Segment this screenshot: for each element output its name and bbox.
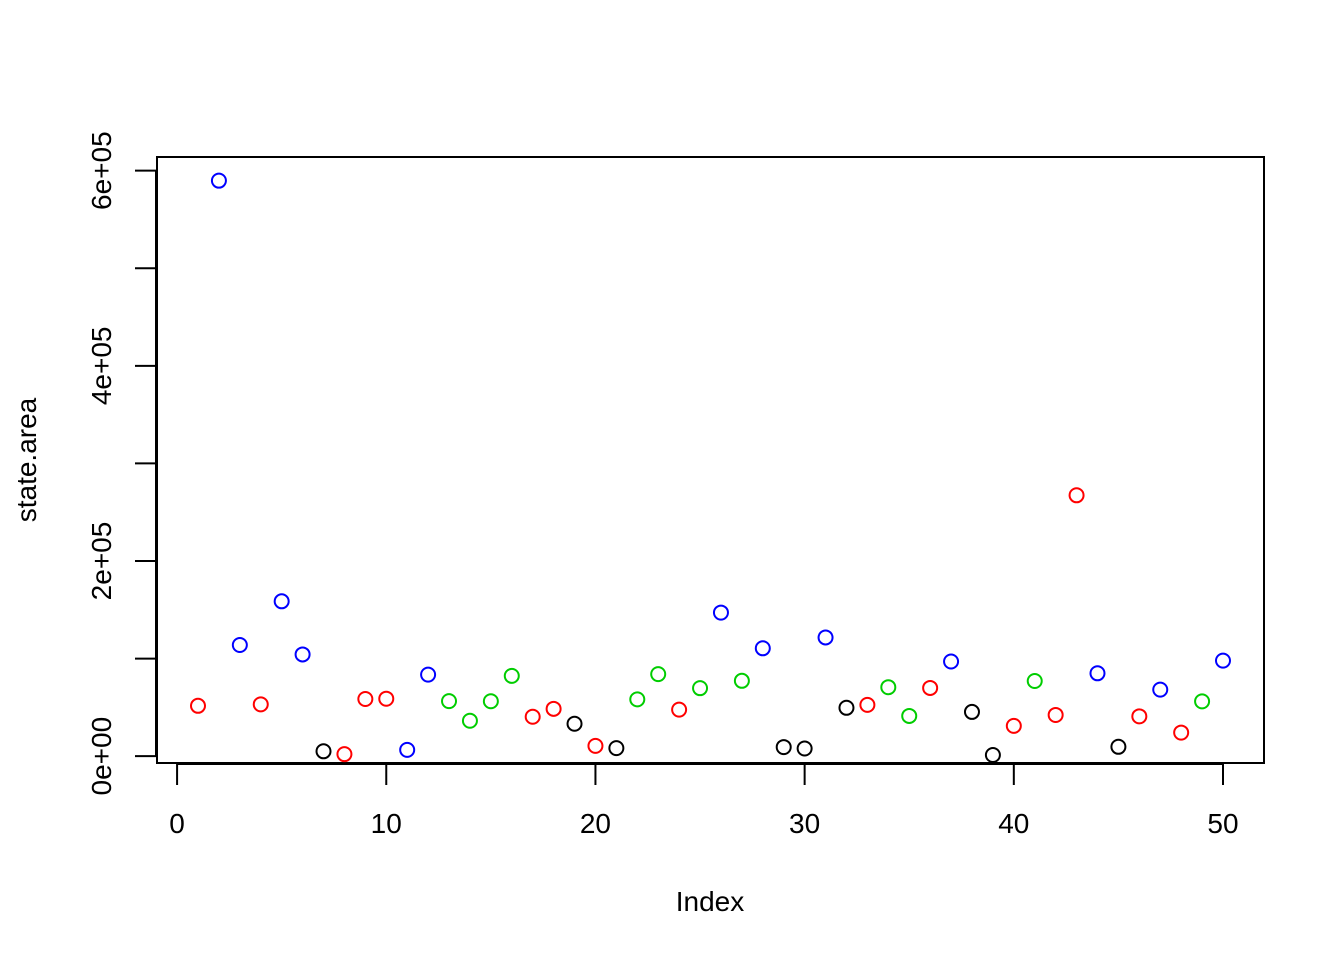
- x-tick-label: 40: [998, 808, 1029, 839]
- data-point: [943, 653, 960, 670]
- data-point: [190, 697, 206, 714]
- data-point: [922, 679, 939, 696]
- data-point: [482, 693, 499, 710]
- data-point: [901, 707, 918, 724]
- x-axis-label: Index: [676, 886, 745, 917]
- data-point: [503, 667, 520, 684]
- data-point: [733, 672, 750, 689]
- data-point: [420, 666, 437, 683]
- data-point: [650, 666, 667, 683]
- data-point: [671, 701, 688, 718]
- data-point: [461, 712, 478, 729]
- data-point: [587, 737, 604, 754]
- data-point: [399, 741, 416, 758]
- data-point: [441, 693, 458, 710]
- data-point: [336, 746, 353, 763]
- data-point: [796, 740, 813, 757]
- data-point: [294, 646, 311, 663]
- data-point: [838, 699, 855, 716]
- data-point: [608, 740, 625, 757]
- data-point: [315, 743, 332, 760]
- y-tick-label: 0e+00: [86, 717, 117, 796]
- data-point: [357, 691, 374, 708]
- y-tick-label: 2e+05: [86, 522, 117, 601]
- y-tick-label: 4e+05: [86, 327, 117, 406]
- data-point: [880, 679, 897, 696]
- data-point: [754, 640, 771, 657]
- data-point: [1152, 681, 1169, 698]
- data-point: [1215, 652, 1231, 669]
- data-point: [1068, 487, 1085, 504]
- data-point: [817, 629, 834, 646]
- data-point: [1131, 708, 1148, 725]
- x-axis: 0 10 20 30 40 50: [169, 763, 1239, 839]
- data-point: [963, 703, 980, 720]
- y-tick-label: 6e+05: [86, 131, 117, 210]
- x-tick-label: 30: [789, 808, 820, 839]
- data-point: [1110, 738, 1127, 755]
- data-point: [524, 708, 541, 725]
- y-axis: 0e+00 2e+05 4e+05 6e+05: [86, 131, 157, 795]
- plot-frame: [156, 156, 1265, 764]
- data-points: [190, 172, 1231, 763]
- x-tick-label: 20: [580, 808, 611, 839]
- data-point: [1047, 706, 1064, 723]
- data-point: [252, 696, 269, 713]
- data-point: [712, 604, 729, 621]
- data-point: [273, 593, 290, 610]
- data-point: [1026, 672, 1043, 689]
- data-point: [984, 746, 1001, 763]
- data-point: [1005, 717, 1022, 734]
- y-axis-label: state.area: [11, 397, 42, 522]
- x-tick-label: 50: [1207, 808, 1238, 839]
- data-point: [566, 715, 583, 732]
- data-point: [692, 680, 709, 697]
- data-point: [1173, 724, 1190, 741]
- data-point: [231, 637, 248, 654]
- data-point: [1194, 693, 1211, 710]
- data-point: [378, 690, 395, 707]
- data-point: [210, 172, 227, 189]
- data-point: [1089, 665, 1106, 682]
- data-point: [859, 696, 876, 713]
- data-point: [545, 700, 562, 717]
- x-tick-label: 0: [169, 808, 185, 839]
- x-tick-label: 10: [371, 808, 402, 839]
- data-point: [629, 691, 646, 708]
- data-point: [775, 739, 792, 756]
